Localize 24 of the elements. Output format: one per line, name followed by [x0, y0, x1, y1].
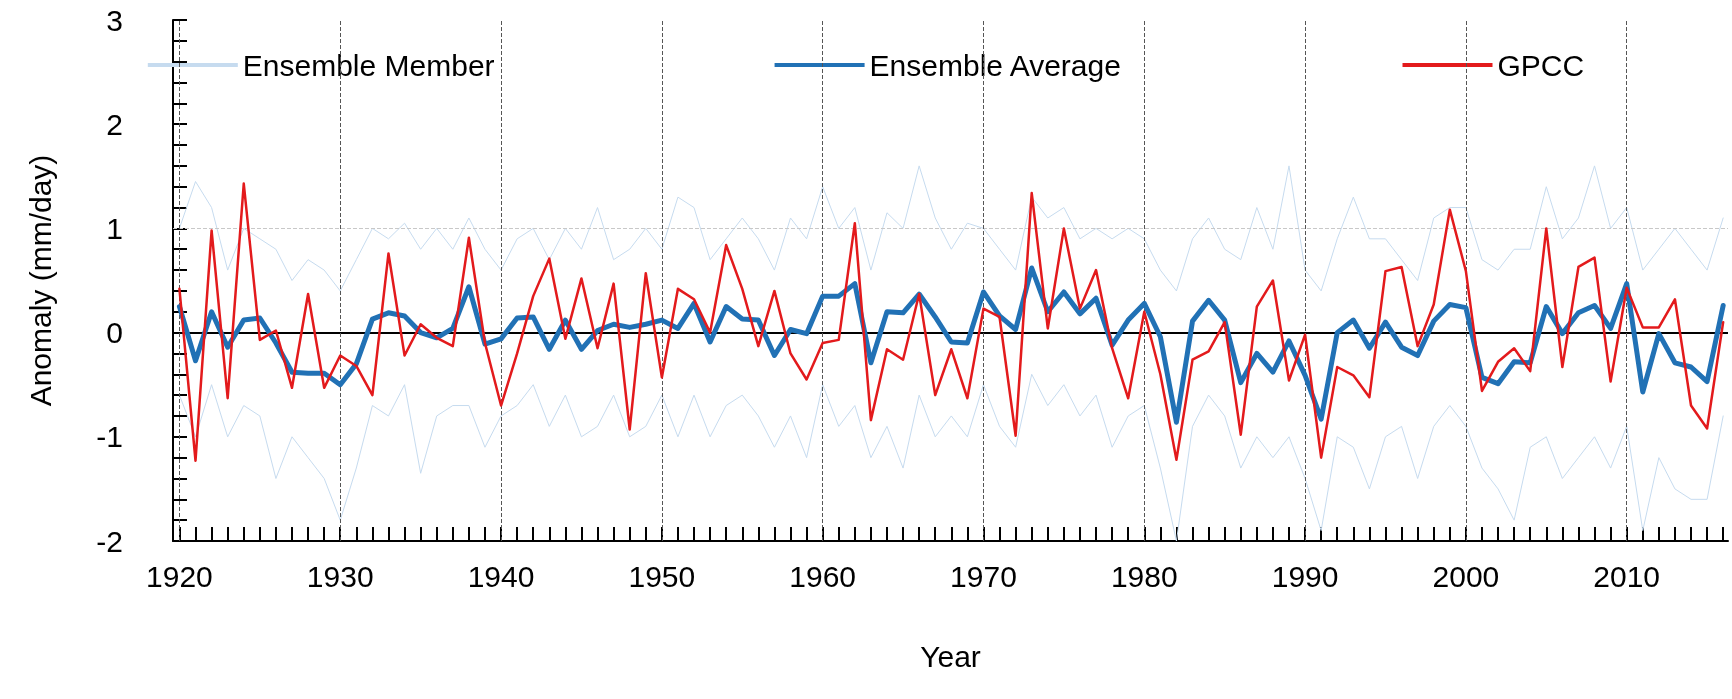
y-tick-label: 0: [106, 316, 123, 350]
line-series: [178, 182, 1725, 463]
line-series: [178, 165, 1724, 292]
legend-label: Ensemble Member: [242, 48, 495, 82]
x-tick-label: 2010: [1593, 559, 1661, 593]
y-tick-label: 3: [106, 3, 123, 37]
x-tick-label: 1980: [1110, 559, 1178, 593]
y-tick-label: 1: [106, 211, 123, 245]
line-series: [178, 373, 1724, 542]
x-tick-label: 1950: [628, 559, 696, 593]
x-tick-label: 1960: [789, 559, 857, 593]
y-tick-label: 2: [106, 107, 123, 141]
x-tick-label: 1990: [1271, 559, 1339, 593]
y-tick-label: -2: [96, 524, 123, 558]
x-tick-label: 1930: [306, 559, 374, 593]
legend-label: GPCC: [1497, 48, 1585, 82]
x-tick-label: 2000: [1432, 559, 1500, 593]
x-tick-label: 1940: [467, 559, 535, 593]
y-axis-title: Anomaly (mm/day): [23, 154, 57, 407]
x-axis-title: Year: [920, 639, 981, 673]
legend-label: Ensemble Average: [869, 48, 1121, 82]
x-tick-label: 1920: [146, 559, 213, 593]
y-tick-label: -1: [96, 420, 123, 454]
x-tick-label: 1970: [950, 559, 1017, 593]
